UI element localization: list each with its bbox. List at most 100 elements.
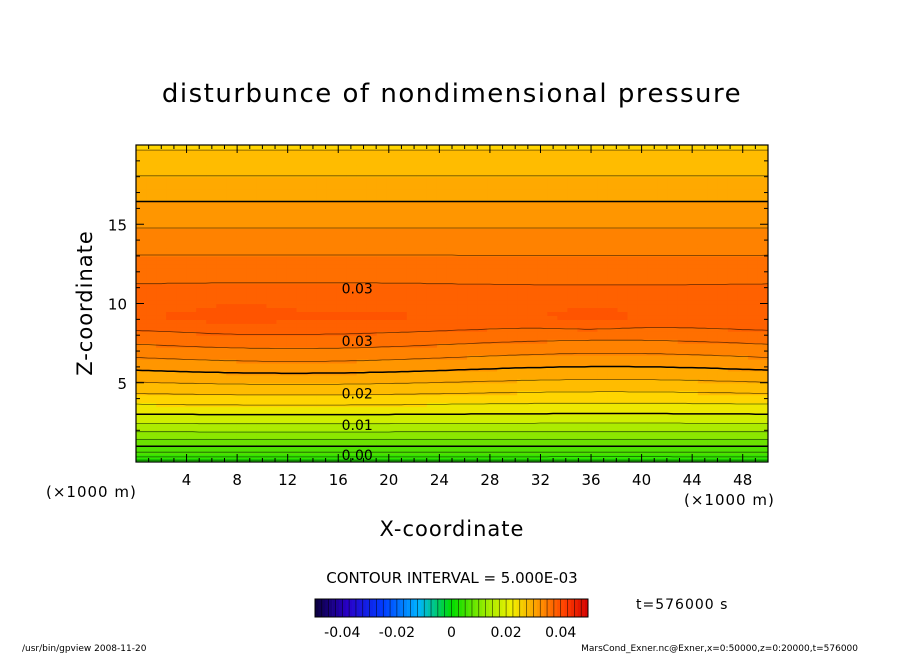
field-cell	[747, 418, 759, 423]
field-cell	[236, 263, 247, 269]
field-cell	[547, 176, 558, 182]
field-cell	[396, 355, 408, 360]
field-cell	[206, 362, 217, 368]
field-cell	[376, 382, 388, 388]
field-cell	[186, 426, 197, 431]
field-cell	[396, 362, 408, 368]
field-cell	[266, 446, 278, 451]
field-cell	[406, 156, 418, 162]
field-cell	[226, 248, 237, 253]
field-cell	[216, 374, 227, 380]
field-cell	[477, 180, 488, 186]
field-cell	[336, 148, 348, 154]
field-cell	[276, 275, 288, 281]
field-cell	[477, 188, 488, 194]
field-cell	[416, 382, 428, 388]
field-cell	[406, 168, 418, 174]
field-cell	[416, 184, 428, 190]
field-cell	[637, 335, 649, 340]
field-cell	[727, 362, 739, 368]
field-cell	[406, 430, 418, 435]
field-cell	[457, 311, 468, 316]
field-cell	[517, 291, 528, 297]
field-cell	[697, 374, 709, 380]
field-cell	[436, 251, 448, 257]
field-cell	[467, 299, 478, 305]
field-cell	[366, 446, 378, 451]
field-cell	[697, 430, 709, 435]
field-cell	[557, 259, 568, 265]
field-cell	[226, 176, 237, 182]
field-cell	[707, 323, 719, 328]
field-cell	[216, 426, 227, 431]
field-cell	[697, 176, 709, 182]
field-cell	[306, 263, 318, 269]
field-cell	[296, 148, 308, 154]
field-cell	[136, 160, 147, 166]
field-cell	[166, 184, 177, 190]
field-cell	[687, 370, 699, 376]
field-cell	[166, 232, 177, 237]
field-cell	[436, 311, 448, 316]
field-cell	[687, 228, 699, 233]
field-cell	[537, 303, 548, 309]
field-cell	[627, 196, 639, 202]
field-cell	[416, 255, 428, 261]
field-cell	[517, 327, 528, 332]
field-cell	[416, 251, 428, 257]
field-cell	[226, 339, 237, 344]
field-cell	[406, 394, 418, 400]
field-cell	[557, 232, 568, 237]
field-cell	[226, 430, 237, 435]
field-cell	[487, 228, 498, 233]
field-cell	[667, 152, 679, 158]
field-cell	[146, 398, 157, 404]
field-cell	[296, 240, 308, 245]
field-cell	[727, 374, 739, 380]
field-cell	[286, 406, 298, 412]
field-cell	[426, 327, 438, 332]
field-cell	[376, 319, 388, 324]
field-cell	[677, 232, 689, 237]
field-cell	[366, 180, 378, 186]
field-cell	[146, 418, 157, 423]
field-cell	[477, 299, 488, 305]
field-cell	[206, 406, 217, 412]
field-cell	[647, 188, 659, 194]
field-cell	[457, 279, 468, 285]
field-cell	[527, 232, 538, 237]
field-cell	[507, 402, 518, 408]
field-cell	[346, 240, 358, 245]
field-cell	[597, 168, 609, 174]
field-cell	[517, 410, 528, 416]
field-cell	[497, 204, 508, 209]
field-cell	[597, 156, 609, 162]
field-cell	[747, 386, 759, 392]
field-cell	[366, 327, 378, 332]
field-cell	[286, 307, 298, 313]
field-cell	[286, 160, 298, 166]
field-cell	[306, 156, 318, 162]
field-cell	[457, 287, 468, 293]
field-cell	[717, 196, 729, 202]
field-cell	[176, 422, 187, 427]
field-cell	[376, 394, 388, 400]
field-cell	[196, 386, 207, 392]
field-cell	[326, 410, 338, 416]
field-cell	[306, 366, 318, 372]
field-cell	[657, 374, 669, 380]
field-cell	[356, 172, 368, 178]
field-cell	[567, 394, 578, 400]
field-cell	[146, 160, 157, 166]
field-cell	[747, 303, 759, 309]
field-cell	[366, 323, 378, 328]
field-cell	[587, 188, 599, 194]
field-cell	[346, 418, 358, 423]
field-cell	[186, 299, 197, 305]
field-cell	[136, 244, 147, 249]
field-cell	[717, 299, 729, 305]
field-cell	[527, 208, 538, 213]
field-cell	[517, 208, 528, 213]
field-cell	[477, 255, 488, 261]
field-cell	[567, 303, 578, 309]
